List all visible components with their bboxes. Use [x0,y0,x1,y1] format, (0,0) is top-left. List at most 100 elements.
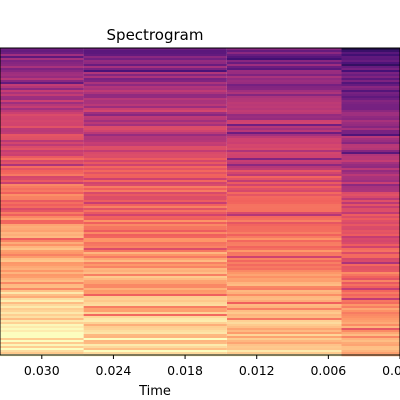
spectrogram-cell [226,350,342,353]
spectrogram-cell [226,326,342,329]
spectrogram-cell [0,156,84,159]
spectrogram-cell [83,116,227,119]
spectrogram-cell [0,262,84,265]
spectrogram-cell [83,56,227,59]
spectrogram-cell [83,190,227,193]
spectrogram-cell [0,232,84,235]
spectrogram-cell [226,316,342,319]
spectrogram-cell [83,254,227,257]
x-tick-label: 0.006 [310,363,346,378]
spectrogram-cell [226,342,342,345]
chart-title: Spectrogram [107,26,204,44]
spectrogram-cell [226,260,342,263]
spectrogram-cell [226,252,342,255]
spectrogram-cell [0,162,84,165]
spectrogram-cell [0,100,84,103]
spectrogram-cell [0,190,84,193]
spectrogram-cell [83,62,227,65]
spectrogram-cell [341,48,400,51]
spectrogram-cell [0,108,84,111]
spectrogram-cell [226,300,342,303]
spectrogram-cell [341,342,400,345]
spectrogram-cell [0,102,84,105]
spectrogram-cell [83,234,227,237]
spectrogram-cell [83,96,227,99]
spectrogram-cell [226,148,342,151]
plot-area [0,48,400,357]
spectrogram-cell [83,278,227,281]
spectrogram-cell [0,342,84,345]
spectrogram-cell [341,122,400,125]
spectrogram-cell [341,298,400,301]
spectrogram-cell [0,80,84,83]
spectrogram-cell [226,334,342,337]
spectrogram-cell [341,180,400,183]
spectrogram-cell [341,272,400,275]
spectrogram-cell [83,228,227,231]
spectrogram-cell [0,176,84,179]
spectrogram-cell [341,168,400,171]
spectrogram-cell [341,312,400,315]
spectrogram-cell [341,126,400,129]
spectrogram-cell [226,346,342,349]
spectrogram-cell [0,64,84,67]
spectrogram-cell [341,338,400,341]
spectrogram-cell [83,230,227,233]
spectrogram-cell [83,226,227,229]
spectrogram-cell [83,158,227,161]
spectrogram-cell [341,128,400,131]
plot-frame [0,47,400,356]
spectrogram-cell [0,198,84,201]
spectrogram-cell [0,182,84,185]
spectrogram-cell [226,330,342,333]
spectrogram-cell [83,50,227,53]
spectrogram-cell [226,62,342,65]
spectrogram-cell [226,176,342,179]
spectrogram-cell [226,96,342,99]
spectrogram-cell [83,146,227,149]
spectrogram-cell [226,112,342,115]
spectrogram-cell [0,92,84,95]
spectrogram-cell [341,104,400,107]
spectrogram-cell [341,276,400,279]
spectrogram-cell [0,294,84,297]
spectrogram-cell [0,136,84,139]
spectrogram-cell [341,166,400,169]
spectrogram-cell [83,328,227,331]
spectrogram-cell [226,86,342,89]
spectrogram-cell [341,268,400,271]
spectrogram-cell [341,86,400,89]
spectrogram-cell [341,154,400,157]
spectrogram-cell [341,198,400,201]
spectrogram-cell [226,116,342,119]
spectrogram-cell [83,300,227,303]
spectrogram-cell [83,198,227,201]
spectrogram-cell [83,296,227,299]
spectrogram-cell [83,64,227,67]
spectrogram-cell [341,274,400,277]
spectrogram-cell [226,146,342,149]
spectrogram-cell [0,74,84,77]
spectrogram-cell [83,74,227,77]
spectrogram-cell [0,84,84,87]
spectrogram-cell [226,64,342,67]
spectrogram-cell [83,92,227,95]
spectrogram-cell [341,300,400,303]
spectrogram-cell [83,266,227,269]
spectrogram-cell [83,246,227,249]
spectrogram-cell [83,126,227,129]
spectrogram-cell [83,350,227,353]
spectrogram-cell [83,270,227,273]
spectrogram-cell [0,186,84,189]
spectrogram-cell [0,50,84,53]
spectrogram-cell [341,214,400,217]
spectrogram-cell [0,70,84,73]
spectrogram-cell [226,222,342,225]
spectrogram-cell [0,286,84,289]
spectrogram-cell [0,252,84,255]
spectrogram-cell [341,80,400,83]
spectrogram-cell [341,158,400,161]
spectrogram-cell [0,126,84,129]
spectrogram-cell [226,204,342,207]
spectrogram-cell [83,164,227,167]
